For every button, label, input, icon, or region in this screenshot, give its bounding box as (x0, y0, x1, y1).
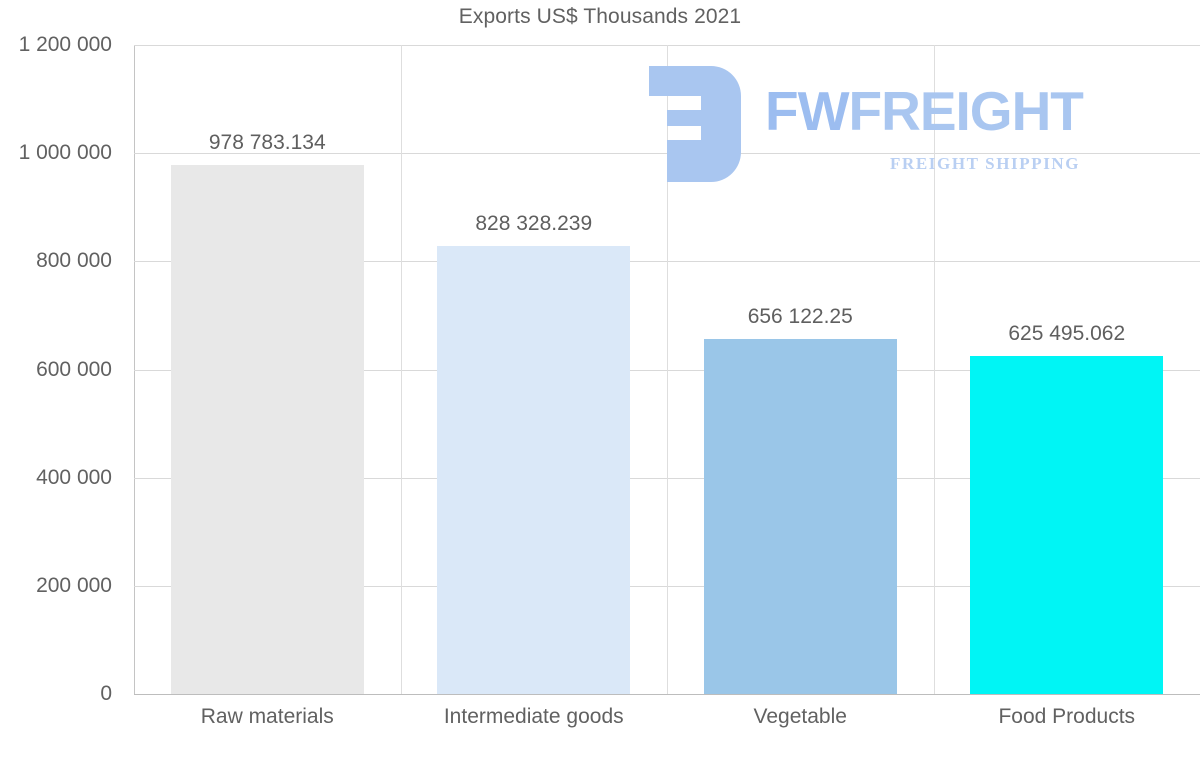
x-axis-tick-label: Raw materials (200, 705, 334, 728)
bar-value-label: 625 495.062 (1008, 321, 1126, 345)
y-axis-tick-label: 1 000 000 (18, 141, 112, 165)
bar-value-label: 828 328.239 (475, 212, 593, 235)
bar[interactable] (970, 355, 1164, 694)
chart-title: Exports US$ Thousands 2021 (458, 5, 742, 28)
y-axis-tick-label: 200 000 (36, 573, 112, 597)
y-axis-tick-label: 0 (100, 682, 112, 705)
x-axis-tick-label: Food Products (998, 705, 1136, 728)
y-axis-tick-label: 800 000 (36, 249, 112, 273)
bar[interactable] (437, 246, 631, 694)
bar-value-label: 656 122.25 (747, 305, 853, 329)
y-axis-tick-label: 400 000 (36, 465, 112, 489)
bar-value-label: 978 783.134 (208, 130, 326, 154)
gridline (134, 694, 1200, 695)
category-divider (934, 45, 935, 694)
bar[interactable] (703, 339, 897, 694)
plot-area (134, 45, 1200, 695)
category-divider (401, 45, 402, 694)
category-divider (667, 45, 668, 694)
y-axis-tick-label: 1 200 000 (18, 33, 112, 56)
bar[interactable] (170, 164, 364, 694)
x-axis-tick-label: Intermediate goods (443, 705, 624, 728)
x-axis-tick-label: Vegetable (753, 705, 847, 728)
y-axis-tick-label: 600 000 (36, 357, 112, 381)
